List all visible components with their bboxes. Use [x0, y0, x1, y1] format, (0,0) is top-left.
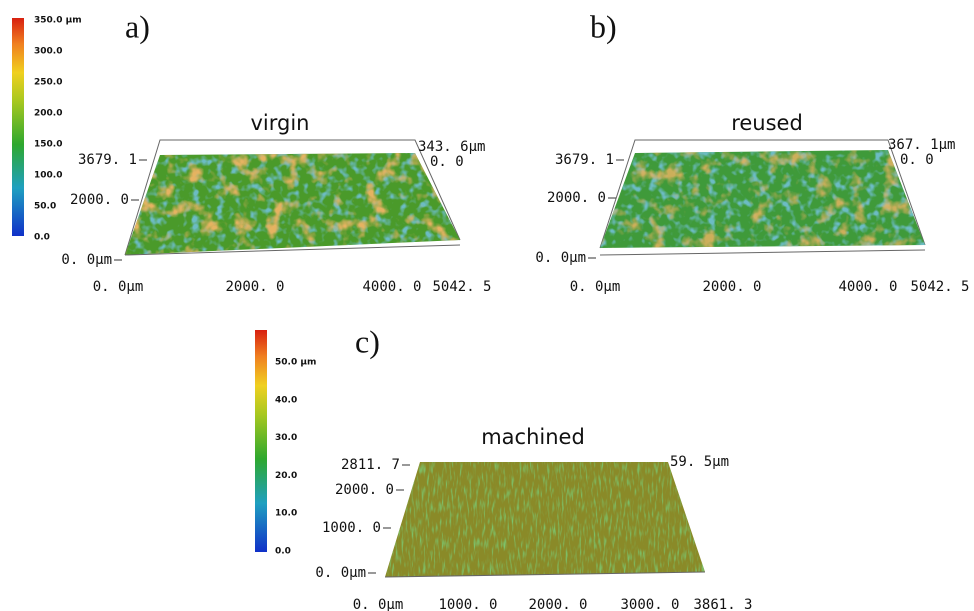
- panel-letter: a): [125, 8, 150, 44]
- panel-letter: c): [355, 323, 380, 359]
- z-tick-label: 0. 0: [430, 154, 464, 170]
- y-tick-label: 2000. 0: [70, 192, 129, 208]
- y-tick-label: 2000. 0: [547, 190, 606, 206]
- colorbar-label: 350.0 µm: [34, 16, 82, 26]
- surface-b: [599, 139, 926, 256]
- colorbar-label: 20.0: [275, 471, 297, 481]
- y-tick-label: 0. 0µm: [61, 252, 112, 268]
- colorbar-label: 40.0: [275, 395, 297, 405]
- surface-a: [124, 139, 461, 256]
- colorbar-label: 200.0: [34, 109, 62, 119]
- x-tick-label: 4000. 0: [838, 279, 897, 295]
- colorbar: [255, 330, 267, 552]
- colorbar-label: 100.0: [34, 171, 62, 181]
- x-tick-label: 0. 0µm: [353, 597, 404, 611]
- y-tick-label: 0. 0µm: [535, 250, 586, 266]
- z-tick-label: 59. 5µm: [670, 454, 729, 470]
- x-tick-label: 0. 0µm: [93, 279, 144, 295]
- y-tick-label: 2000. 0: [335, 482, 394, 498]
- x-tick-label: 2000. 0: [528, 597, 587, 611]
- x-tick-label: 5042. 5: [432, 279, 491, 295]
- panel-title: reused: [731, 111, 803, 135]
- x-tick-label: 2000. 0: [702, 279, 761, 295]
- y-tick-label: 0. 0µm: [315, 565, 366, 581]
- x-tick-label: 3000. 0: [620, 597, 679, 611]
- panel-title: virgin: [250, 111, 309, 135]
- colorbar-label: 10.0: [275, 509, 297, 519]
- colorbar-label: 300.0: [34, 47, 62, 57]
- z-tick-label: 343. 6µm: [418, 139, 485, 155]
- y-tick-label: 3679. 1: [78, 152, 137, 168]
- x-tick-label: 3861. 3: [693, 597, 752, 611]
- y-tick-label: 2811. 7: [341, 457, 400, 473]
- colorbar-label: 0.0: [275, 547, 291, 557]
- z-tick-label: 0. 0: [900, 152, 934, 168]
- colorbar-label: 50.0 µm: [275, 358, 316, 368]
- y-tick-label: 1000. 0: [322, 520, 381, 536]
- x-tick-label: 1000. 0: [438, 597, 497, 611]
- x-tick-label: 2000. 0: [225, 279, 284, 295]
- colorbar-label: 150.0: [34, 140, 62, 150]
- panel-letter: b): [590, 8, 617, 44]
- colorbar-label: 250.0: [34, 78, 62, 88]
- x-tick-label: 5042. 5: [910, 279, 969, 295]
- x-tick-label: 4000. 0: [362, 279, 421, 295]
- colorbar-label: 50.0: [34, 202, 56, 212]
- panel-title: machined: [481, 425, 585, 449]
- colorbar: [12, 18, 24, 236]
- z-tick-label: 367. 1µm: [888, 137, 955, 153]
- y-tick-label: 3679. 1: [555, 152, 614, 168]
- colorbar-label: 30.0: [275, 433, 297, 443]
- colorbar-label: 0.0: [34, 233, 50, 243]
- x-tick-label: 0. 0µm: [570, 279, 621, 295]
- surface-c: [384, 462, 706, 578]
